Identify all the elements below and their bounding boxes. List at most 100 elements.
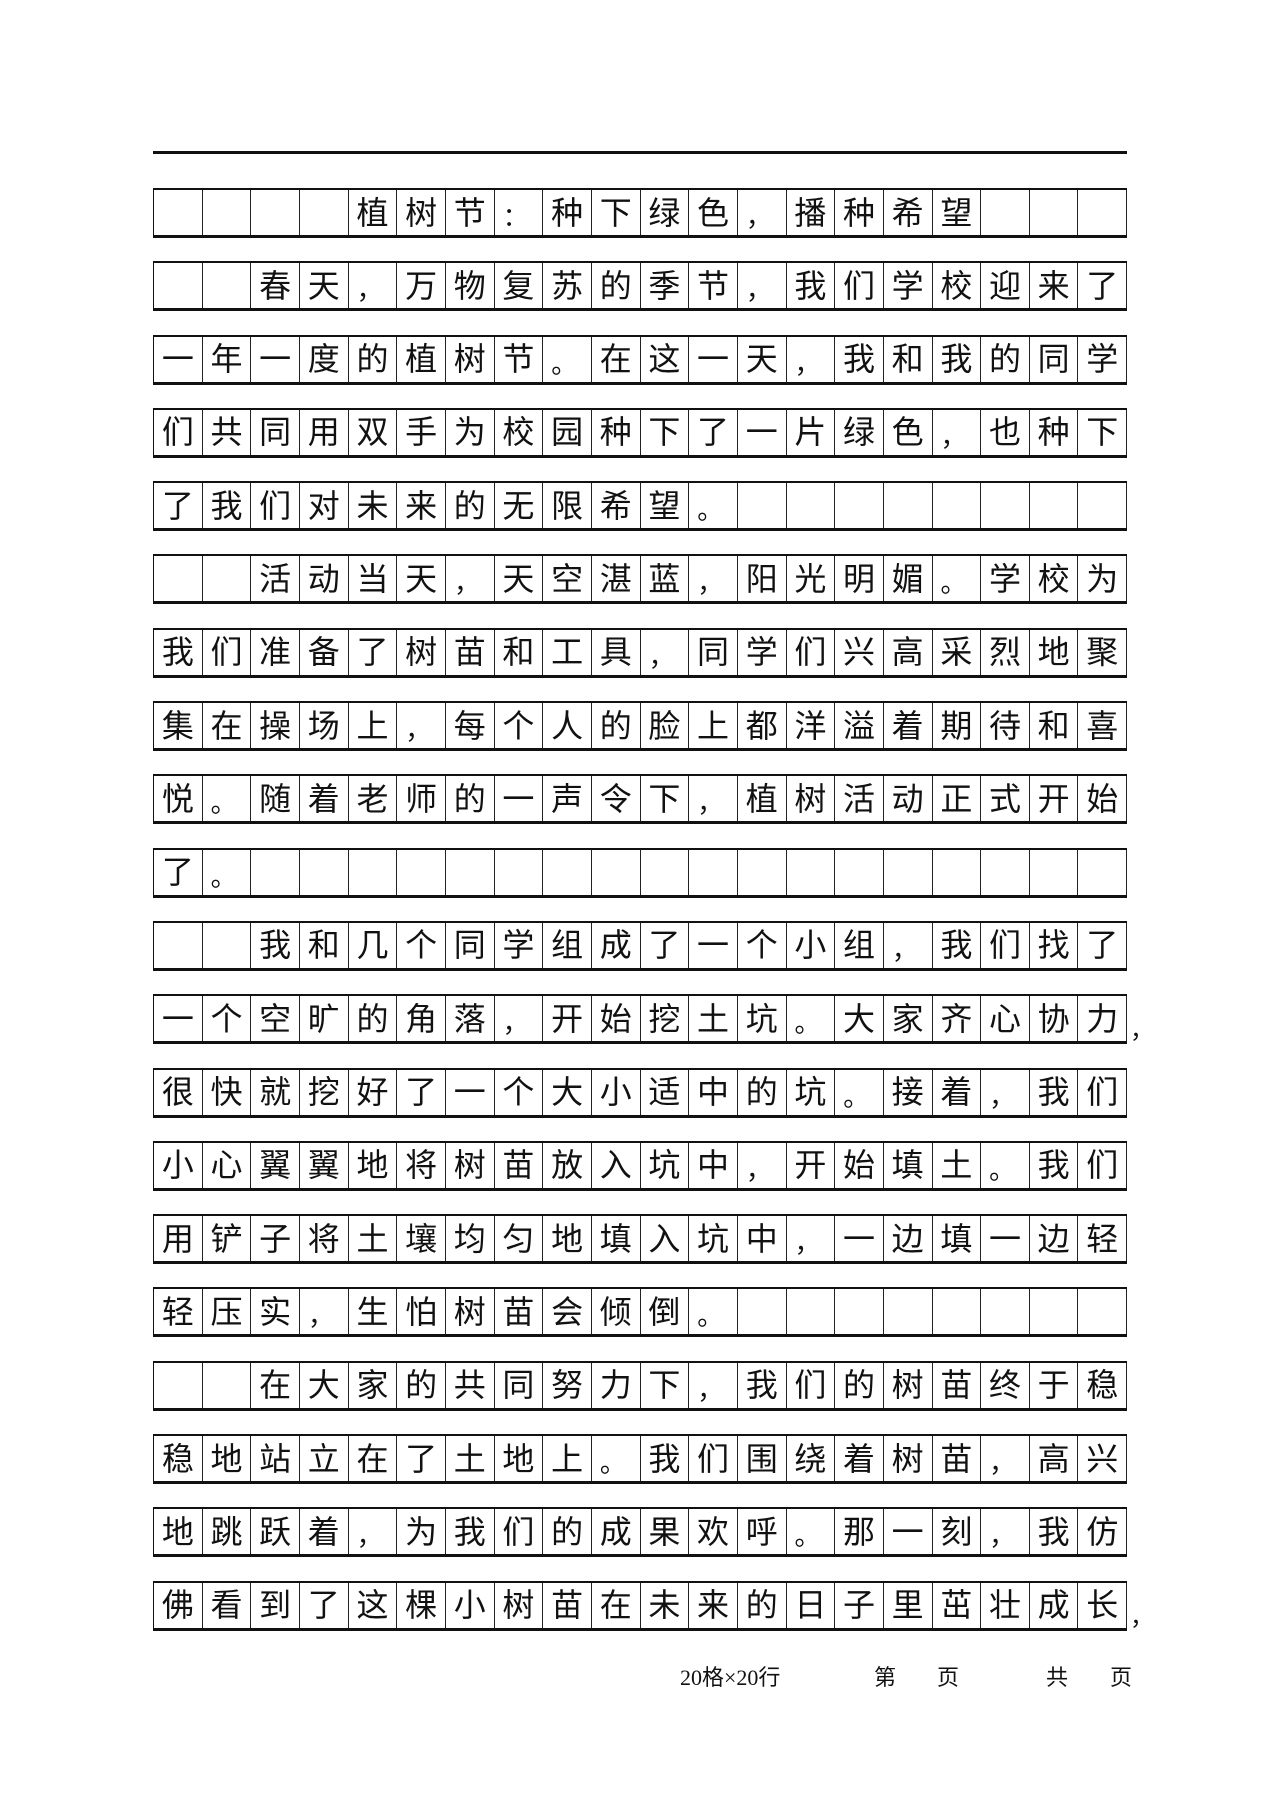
grid-cell: 们: [1078, 1142, 1128, 1188]
grid-row: 了我们对未来的无限希望。: [153, 481, 1128, 532]
grid-cell: 们: [1078, 1069, 1128, 1115]
grid-cell: [1078, 483, 1128, 529]
grid-cell: 地: [203, 1436, 252, 1482]
grid-cell: ，: [981, 1069, 1030, 1115]
grid-cell: 的: [349, 336, 398, 382]
grid-cell: 的: [349, 996, 398, 1042]
grid-cell: 这: [349, 1582, 398, 1628]
grid-cell: 站: [251, 1436, 300, 1482]
grid-cell: [203, 556, 252, 602]
grid-cell: ，: [884, 922, 933, 968]
grid-cell: 树: [397, 190, 446, 235]
grid-cell: 我: [446, 1509, 495, 1555]
grid-cell: 一: [689, 336, 738, 382]
grid-cell: 一: [251, 336, 300, 382]
grid-cell: 们: [154, 409, 203, 455]
grid-cell: 齐: [933, 996, 982, 1042]
grid-cell: 的: [397, 1362, 446, 1408]
grid-cell: 烈: [981, 629, 1030, 675]
grid-cell: 活: [835, 776, 884, 822]
grid-row: 小心翼翼地将树苗放入坑中，开始填土。我们: [153, 1140, 1128, 1191]
grid-cell: ，: [495, 996, 544, 1042]
grid-cell: [203, 922, 252, 968]
grid-cell: ，: [738, 190, 787, 235]
grid-cell: 了: [1078, 922, 1128, 968]
grid-cell: 阳: [738, 556, 787, 602]
grid-cell: 在: [592, 1582, 641, 1628]
grid-cell: 种: [1030, 409, 1079, 455]
grid-cell: 于: [1030, 1362, 1079, 1408]
grid-cell: 植: [738, 776, 787, 822]
grid-cell: 始: [592, 996, 641, 1042]
grid-cell: 大: [300, 1362, 349, 1408]
grid-cell: 来: [689, 1582, 738, 1628]
grid-cell: 高: [884, 629, 933, 675]
grid-cell: 春: [251, 263, 300, 309]
grid-cell: ，: [981, 1436, 1030, 1482]
grid-cell: 度: [300, 336, 349, 382]
grid-cell: 就: [251, 1069, 300, 1115]
grid-row: 一个空旷的角落，开始挖土坑。大家齐心协力，: [153, 994, 1154, 1045]
grid-cell: 组: [835, 922, 884, 968]
grid-cell: 下: [641, 776, 690, 822]
grid-cell: 片: [787, 409, 836, 455]
grid-cell: 们: [495, 1509, 544, 1555]
grid-cell: 和: [495, 629, 544, 675]
grid-cell: 动: [300, 556, 349, 602]
grid-cell: 一: [154, 996, 203, 1042]
grid-cell: [787, 849, 836, 895]
grid-cell: ，: [981, 1509, 1030, 1555]
grid-cell: 生: [349, 1289, 398, 1335]
grid-cell: 播: [787, 190, 836, 235]
grid-cell: 适: [641, 1069, 690, 1115]
grid-cell: 那: [835, 1509, 884, 1555]
grid-cell: [397, 849, 446, 895]
grid-cell: 刻: [933, 1509, 982, 1555]
grid-cell: 光: [787, 556, 836, 602]
grid-cell: 倾: [592, 1289, 641, 1335]
grid-cell: 为: [1078, 556, 1128, 602]
grid-cell: 们: [787, 1362, 836, 1408]
grid-cell: 我: [933, 922, 982, 968]
grid-cell: 壤: [397, 1216, 446, 1262]
grid-cell: 苗: [543, 1582, 592, 1628]
grid-cell: 轻: [1078, 1216, 1128, 1262]
grid-cell: 怕: [397, 1289, 446, 1335]
grid-row: 在大家的共同努力下，我们的树苗终于稳: [153, 1360, 1128, 1411]
grid-cell: 们: [251, 483, 300, 529]
grid-cell: 子: [835, 1582, 884, 1628]
grid-cell: 待: [981, 703, 1030, 749]
grid-cell: 日: [787, 1582, 836, 1628]
header-rule: [153, 151, 1127, 154]
grid-cell: 期: [933, 703, 982, 749]
grid-cell: 树: [884, 1362, 933, 1408]
manuscript-grid: 植树节：种下绿色，播种希望 春天，万物复苏的季节，我们学校迎来了一年一度的植树节…: [153, 188, 1154, 1654]
grid-cell: 放: [543, 1142, 592, 1188]
grid-cell: 我: [1030, 1142, 1079, 1188]
grid-row: 用铲子将土壤均匀地填入坑中，一边填一边轻: [153, 1214, 1128, 1265]
grid-cell: [689, 849, 738, 895]
grid-cell: 铲: [203, 1216, 252, 1262]
grid-cell: 我: [787, 263, 836, 309]
grid-cell: 坑: [689, 1216, 738, 1262]
grid-cell: 苏: [543, 263, 592, 309]
grid-cell: 无: [495, 483, 544, 529]
grid-cell: 心: [203, 1142, 252, 1188]
grid-cell: 苗: [933, 1436, 982, 1482]
grid-cell: 老: [349, 776, 398, 822]
grid-cell: 学: [738, 629, 787, 675]
grid-cell: 在: [251, 1362, 300, 1408]
grid-cell: 同: [446, 922, 495, 968]
grid-cell: 空: [251, 996, 300, 1042]
grid-cell: 节: [495, 336, 544, 382]
grid-cell: 地: [1030, 629, 1079, 675]
grid-cell: 绿: [641, 190, 690, 235]
page-number-prefix: 第: [874, 1665, 897, 1690]
grid-row: 很快就挖好了一个大小适中的坑。接着，我们: [153, 1067, 1128, 1118]
grid-cell: 洋: [787, 703, 836, 749]
grid-cell: 。: [981, 1142, 1030, 1188]
grid-cell: 限: [543, 483, 592, 529]
grid-cell: 的: [835, 1362, 884, 1408]
grid-spec-label: 20格×20行: [680, 1665, 781, 1690]
grid-cell: 小: [787, 922, 836, 968]
